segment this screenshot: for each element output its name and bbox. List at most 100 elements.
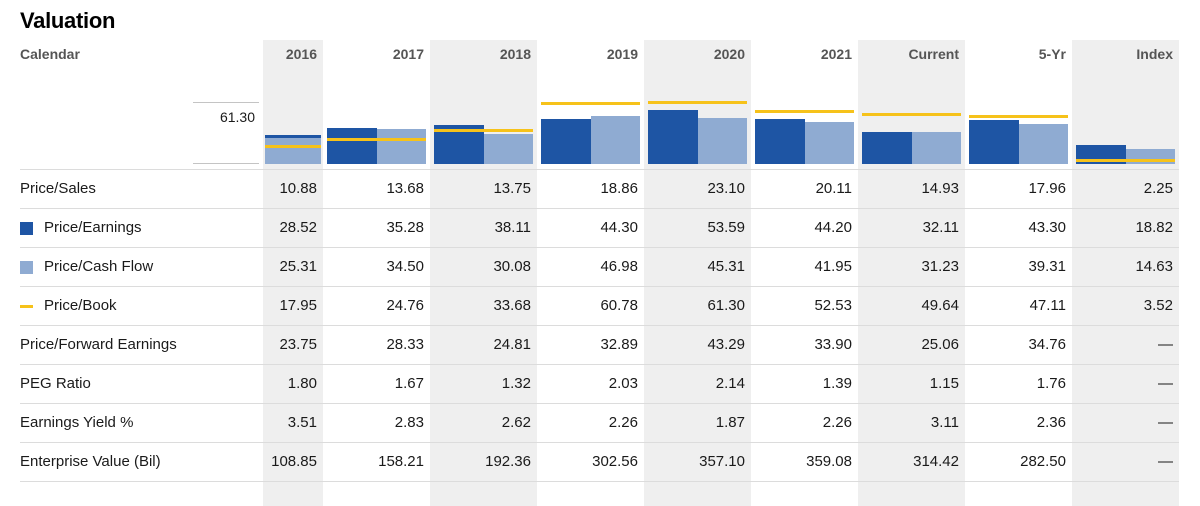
table-footer-spacer xyxy=(20,481,1179,506)
row-label-cell-earnings-yield: Earnings Yield % xyxy=(20,404,263,442)
value-cell-earnings-yield-2017: 2.83 xyxy=(394,414,424,431)
value-cell-price-book-5-yr: 47.11 xyxy=(1029,297,1066,314)
value-cell-price-earnings-2019: 44.30 xyxy=(600,219,638,236)
price-cash-flow-bar-2016 xyxy=(265,138,321,164)
row-label-cell-price-cash-flow: Price/Cash Flow xyxy=(20,248,263,286)
value-cell-peg-ratio-current: 1.15 xyxy=(929,375,959,392)
value-cell-earnings-yield-2016: 3.51 xyxy=(287,414,317,431)
price-earnings-bar-2019 xyxy=(541,119,591,164)
table-row-peg-ratio: PEG Ratio 1.80 1.67 1.32 2.03 2.14 1.39 1.15 1.7… xyxy=(20,364,1179,403)
value-cell-price-forward-earnings-2016: 23.75 xyxy=(279,336,317,353)
price-book-line-5-yr xyxy=(969,115,1068,118)
shaded-column-band-current xyxy=(858,40,965,506)
table-header-row: Calendar 2016 2017 2018 2019 2020 2021 Current… xyxy=(20,40,1179,68)
table-row-price-earnings: Price/Earnings 28.52 35.28 38.11 44.30 53.59 4… xyxy=(20,208,1179,247)
price-earnings-bar-current xyxy=(862,132,912,164)
column-header-2020: 2020 xyxy=(713,46,745,62)
chart-cell-index xyxy=(1072,68,1179,169)
value-cell-enterprise-value-bil-5-yr: 282.50 xyxy=(1020,453,1066,470)
value-cell-earnings-yield-current: 3.11 xyxy=(930,414,959,431)
value-cell-enterprise-value-bil-index: — xyxy=(1158,453,1173,470)
row-label-cell-price-book: Price/Book xyxy=(20,287,263,325)
value-cell-peg-ratio-2018: 1.32 xyxy=(501,375,531,392)
value-cell-enterprise-value-bil-2016: 108.85 xyxy=(271,453,317,470)
value-cell-earnings-yield-2018: 2.62 xyxy=(501,414,531,431)
value-cell-enterprise-value-bil-2020: 357.10 xyxy=(699,453,745,470)
column-header-2021: 2021 xyxy=(820,46,852,62)
column-header-2017: 2017 xyxy=(392,46,424,62)
price-book-line-index xyxy=(1076,159,1175,162)
value-cell-earnings-yield-index: — xyxy=(1158,414,1173,431)
chart-cell-2020 xyxy=(644,68,751,169)
value-cell-enterprise-value-bil-current: 314.42 xyxy=(913,453,959,470)
price-book-line-2020 xyxy=(648,101,747,104)
value-cell-price-sales-index: 2.25 xyxy=(1143,180,1173,197)
value-cell-earnings-yield-2019: 2.26 xyxy=(608,414,638,431)
shaded-column-band-2016 xyxy=(263,40,323,506)
value-cell-peg-ratio-2021: 1.39 xyxy=(822,375,852,392)
bar-group-current xyxy=(862,132,961,164)
price-cash-flow-bar-2021 xyxy=(804,122,854,164)
value-cell-price-sales-2016: 10.88 xyxy=(279,180,317,197)
value-cell-price-cash-flow-2019: 46.98 xyxy=(600,258,638,275)
value-cell-price-earnings-index: 18.82 xyxy=(1135,219,1173,236)
value-cell-price-book-2021: 52.53 xyxy=(814,297,852,314)
chart-cell-2016 xyxy=(263,68,323,169)
bar-group-2017 xyxy=(327,128,426,164)
table-row-price-sales: Price/Sales 10.88 13.68 13.75 18.86 23.10 20.1… xyxy=(20,169,1179,208)
chart-axis-cell: 61.30 xyxy=(20,68,263,169)
legend-square-icon-price-earnings xyxy=(20,221,33,235)
page-title: Valuation xyxy=(20,8,116,33)
price-cash-flow-bar-2018 xyxy=(483,134,533,164)
chart-cell-2019 xyxy=(537,68,644,169)
value-cell-price-earnings-5-yr: 43.30 xyxy=(1028,219,1066,236)
price-book-line-current xyxy=(862,113,961,116)
chart-cell-2017 xyxy=(323,68,430,169)
chart-cell-2021 xyxy=(751,68,858,169)
chart-cell-2018 xyxy=(430,68,537,169)
value-cell-price-earnings-2016: 28.52 xyxy=(279,219,317,236)
row-label-cell-peg-ratio: PEG Ratio xyxy=(20,365,263,403)
value-cell-price-book-2019: 60.78 xyxy=(600,297,638,314)
price-book-line-2017 xyxy=(327,138,426,141)
price-cash-flow-bar-2017 xyxy=(376,129,426,164)
value-cell-price-earnings-2018: 38.11 xyxy=(494,219,531,236)
column-header-5-yr: 5-Yr xyxy=(1038,46,1066,62)
value-cell-price-earnings-2021: 44.20 xyxy=(814,219,852,236)
value-cell-price-sales-2021: 20.11 xyxy=(815,180,852,197)
value-cell-price-sales-2018: 13.75 xyxy=(493,180,531,197)
table-row-price-cash-flow: Price/Cash Flow 25.31 34.50 30.08 46.98 45.31… xyxy=(20,247,1179,286)
legend-square-icon-price-cash-flow xyxy=(20,260,33,274)
value-cell-enterprise-value-bil-2017: 158.21 xyxy=(378,453,424,470)
bar-group-2020 xyxy=(648,110,747,164)
row-label-cell-enterprise-value-bil: Enterprise Value (Bil) xyxy=(20,443,263,481)
value-cell-price-cash-flow-current: 31.23 xyxy=(921,258,959,275)
row-label: Earnings Yield % xyxy=(20,414,134,431)
value-cell-price-forward-earnings-2021: 33.90 xyxy=(814,336,852,353)
price-cash-flow-bar-2019 xyxy=(590,116,640,164)
row-label: Enterprise Value (Bil) xyxy=(20,453,161,470)
column-header-current: Current xyxy=(908,46,959,62)
value-cell-peg-ratio-index: — xyxy=(1158,375,1173,392)
row-label: Price/Forward Earnings xyxy=(20,336,177,353)
row-label: Price/Book xyxy=(44,297,117,314)
table-row-enterprise-value-bil: Enterprise Value (Bil) 108.85 158.21 192.36… xyxy=(20,442,1179,481)
bar-group-2016 xyxy=(265,135,321,164)
value-cell-price-cash-flow-2020: 45.31 xyxy=(707,258,745,275)
row-label: PEG Ratio xyxy=(20,375,91,392)
axis-max-label: 61.30 xyxy=(219,109,255,125)
value-cell-price-sales-2019: 18.86 xyxy=(600,180,638,197)
axis-max-tick xyxy=(193,102,259,103)
column-header-2019: 2019 xyxy=(606,46,638,62)
chart-cell-current xyxy=(858,68,965,169)
shaded-column-band-2018 xyxy=(430,40,537,506)
value-cell-peg-ratio-5-yr: 1.76 xyxy=(1036,375,1066,392)
bar-group-5-yr xyxy=(969,120,1068,164)
value-cell-earnings-yield-2020: 1.87 xyxy=(715,414,745,431)
valuation-chart-row: 61.30 xyxy=(20,68,1179,169)
value-cell-peg-ratio-2019: 2.03 xyxy=(608,375,638,392)
value-cell-peg-ratio-2017: 1.67 xyxy=(394,375,424,392)
axis-baseline-tick xyxy=(193,163,259,164)
price-cash-flow-bar-current xyxy=(911,132,961,164)
column-header-index: Index xyxy=(1136,46,1173,62)
